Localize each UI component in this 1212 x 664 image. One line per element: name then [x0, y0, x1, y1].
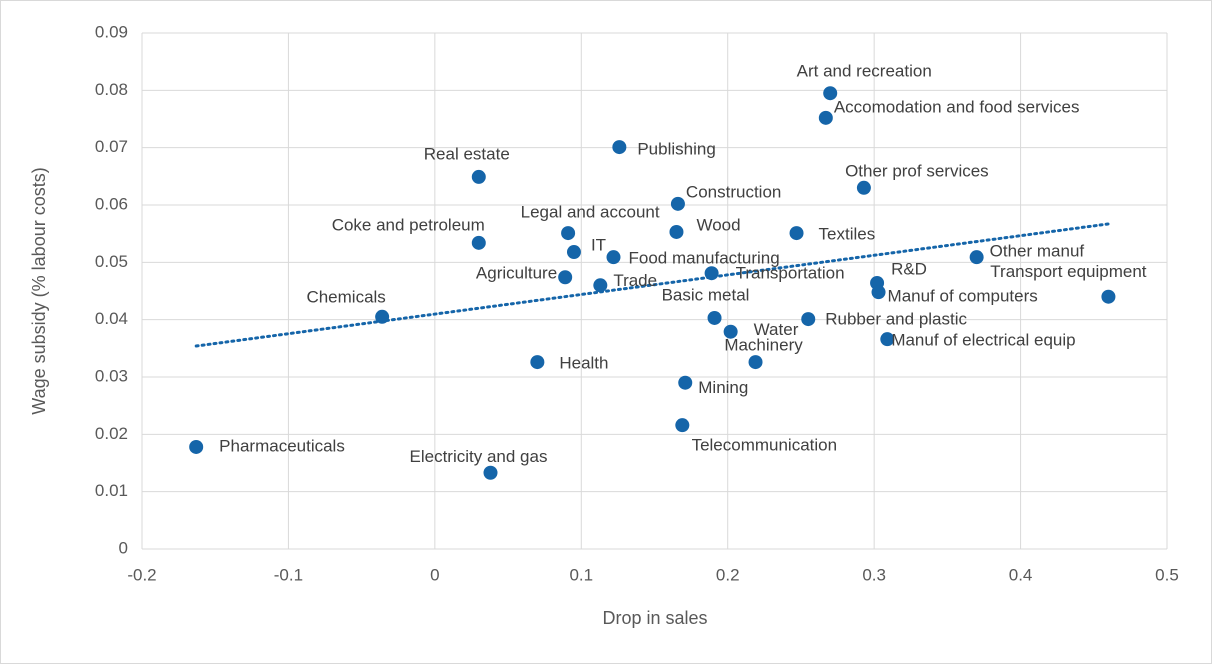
point	[483, 465, 498, 480]
point-label: Basic metal	[662, 285, 750, 304]
x-axis-title: Drop in sales	[602, 608, 707, 628]
point-label: Transport equipment	[990, 262, 1147, 281]
x-tick-label: 0.3	[862, 565, 886, 584]
point-label: Electricity and gas	[410, 447, 548, 466]
point-label: Coke and petroleum	[332, 215, 485, 234]
x-tick-label: 0.2	[716, 565, 740, 584]
trendline	[194, 222, 1110, 348]
point	[880, 332, 895, 347]
point	[471, 235, 486, 250]
point	[748, 355, 763, 370]
point	[375, 309, 390, 324]
point-label: Chemicals	[306, 287, 385, 306]
point	[561, 226, 576, 241]
point-label: Art and recreation	[797, 62, 932, 81]
point-label: IT	[591, 235, 606, 254]
point	[818, 110, 833, 125]
point-label: Agriculture	[476, 264, 557, 283]
point-label: Manuf of computers	[888, 287, 1038, 306]
point-label: Legal and account	[521, 203, 660, 222]
y-tick-label: 0.07	[95, 137, 128, 156]
point	[530, 355, 545, 370]
point-label: Food manufacturing	[629, 249, 780, 268]
point-label: Trade	[613, 271, 657, 290]
y-tick-label: 0.08	[95, 80, 128, 99]
point-label: Wood	[696, 215, 740, 234]
point-label: Accomodation and food services	[834, 97, 1080, 116]
point-label: Water	[754, 320, 799, 339]
x-tick-label: 0.4	[1009, 565, 1033, 584]
x-tick-label: 0.1	[569, 565, 593, 584]
y-axis-title: Wage subsidy (% labour costs)	[29, 167, 49, 414]
point-label: Rubber and plastic	[825, 310, 967, 329]
point	[723, 324, 738, 339]
x-tick-label: -0.1	[274, 565, 303, 584]
point-label: Pharmaceuticals	[219, 436, 345, 455]
point	[704, 266, 719, 281]
point	[856, 180, 871, 195]
point-label: Manuf of electrical equip	[891, 331, 1075, 350]
point	[606, 250, 621, 265]
y-tick-label: 0.05	[95, 252, 128, 271]
point	[471, 169, 486, 184]
point	[670, 196, 685, 211]
point-label: Mining	[698, 378, 748, 397]
y-tick-label: 0.01	[95, 481, 128, 500]
point	[593, 278, 608, 293]
y-tick-label: 0	[119, 538, 128, 557]
point	[669, 224, 684, 239]
point	[558, 270, 573, 285]
y-tick-label: 0.03	[95, 366, 128, 385]
point	[612, 140, 627, 155]
point-label: Health	[559, 354, 608, 373]
y-tick-label: 0.09	[95, 22, 128, 41]
point	[789, 226, 804, 241]
point-label: Telecommunication	[692, 436, 838, 455]
x-tick-label: -0.2	[127, 565, 156, 584]
point	[823, 86, 838, 101]
point-label: Construction	[686, 182, 781, 201]
point	[801, 312, 816, 327]
y-tick-label: 0.06	[95, 194, 128, 213]
point-label: Other manuf	[990, 242, 1085, 261]
point	[678, 375, 693, 390]
point	[566, 245, 581, 260]
point-label: R&D	[891, 259, 927, 278]
point-label: Textiles	[819, 225, 876, 244]
point-label: Transportation	[736, 264, 845, 283]
point	[871, 285, 886, 300]
y-tick-label: 0.04	[95, 309, 128, 328]
point-label: Other prof services	[845, 161, 989, 180]
point-label: Real estate	[424, 144, 510, 163]
point-label: Publishing	[637, 140, 715, 159]
point	[969, 250, 984, 265]
point	[1101, 289, 1116, 304]
point	[675, 418, 690, 433]
point-label: Machinery	[724, 336, 803, 355]
point	[189, 439, 204, 454]
x-tick-label: 0.5	[1155, 565, 1179, 584]
point	[707, 310, 722, 325]
x-tick-label: 0	[430, 565, 439, 584]
y-tick-label: 0.02	[95, 424, 128, 443]
